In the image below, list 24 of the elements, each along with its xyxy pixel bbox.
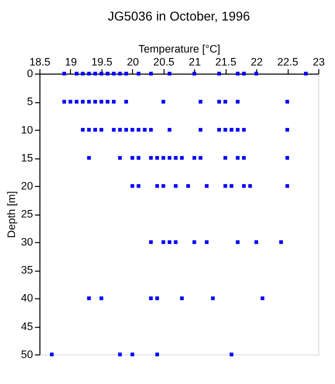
x-tick-label: 23 <box>312 56 325 68</box>
y-tick-label: 5 <box>26 96 34 108</box>
x-tick-label: 21.5 <box>215 56 236 68</box>
chart-title: JG5036 in October, 1996 <box>108 8 250 24</box>
y-tick-label: 45 <box>20 320 34 333</box>
x-axis-title: Temperature [°C] <box>138 43 220 56</box>
x-tick-label: 22.5 <box>277 56 298 68</box>
y-tick-label: 10 <box>20 124 34 136</box>
x-tick-label: 21 <box>188 56 201 68</box>
y-tick-label: 0 <box>26 68 34 80</box>
y-tick-label: 30 <box>20 236 34 249</box>
y-tick-label: 50 <box>20 348 34 361</box>
y-tick-label: 15 <box>20 152 34 164</box>
x-tick-label: 22 <box>250 56 263 68</box>
x-tick-label: 19 <box>64 56 77 68</box>
y-tick-label: 35 <box>20 264 34 277</box>
y-tick-label: 25 <box>20 208 34 220</box>
x-tick-label: 18.5 <box>29 56 50 68</box>
y-tick-label: 40 <box>20 292 34 305</box>
y-tick-label: 20 <box>20 180 34 192</box>
y-axis-title: Depth [m] <box>6 191 18 238</box>
x-tick-label: 20.5 <box>153 56 174 68</box>
x-tick-label: 20 <box>126 56 139 68</box>
x-tick-label: 19.5 <box>91 56 112 68</box>
